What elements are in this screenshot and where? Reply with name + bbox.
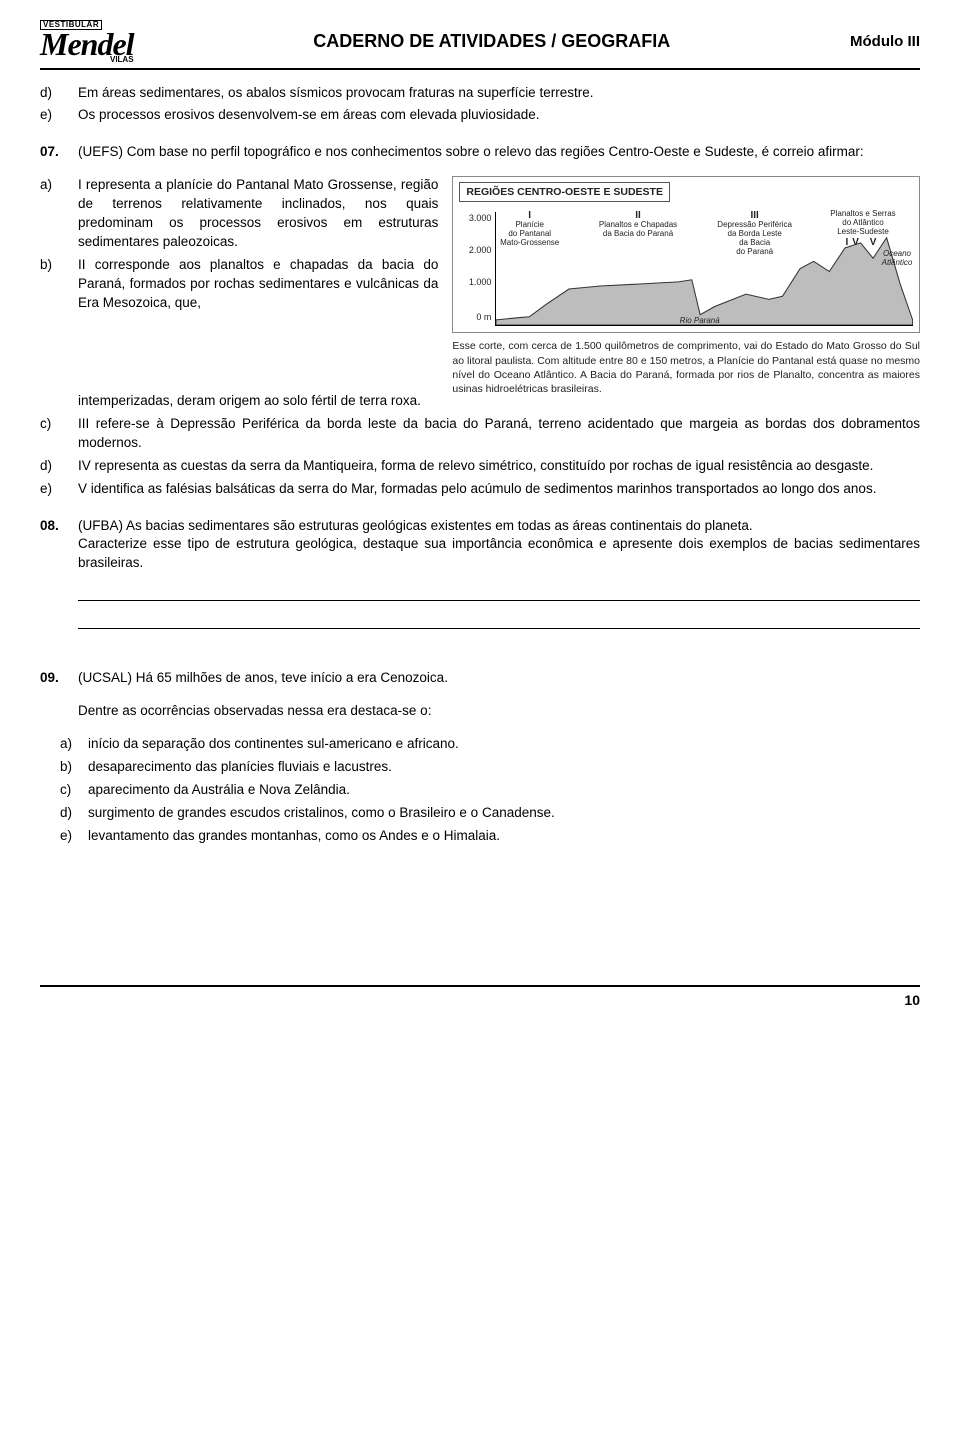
region-III-line2: da Borda Leste — [728, 229, 782, 238]
item-d-text: Em áreas sedimentares, os abalos sísmico… — [78, 84, 920, 103]
header-module: Módulo III — [850, 31, 920, 52]
river-label: Rio Paraná — [680, 316, 720, 327]
q07-c-text: III refere-se à Depressão Periférica da … — [78, 415, 920, 453]
item-e-label: e) — [40, 106, 78, 125]
logo: VESTIBULAR Mendel VILAS — [40, 20, 134, 64]
page-header: VESTIBULAR Mendel VILAS CADERNO DE ATIVI… — [40, 20, 920, 70]
q09-c-label: c) — [40, 781, 88, 800]
q07-a-text: I representa a planície do Pantanal Mato… — [78, 176, 438, 252]
q07-b-cont-spacer — [40, 392, 78, 411]
q09-intro: 09. (UCSAL) Há 65 milhões de anos, teve … — [40, 669, 920, 688]
q07-options-left: a) I representa a planície do Pantanal M… — [40, 176, 438, 316]
region-I-line2: do Pantanal — [508, 229, 551, 238]
q09-intro-text: (UCSAL) Há 65 milhões de anos, teve iníc… — [78, 669, 920, 688]
q08-intro: 08. (UFBA) As bacias sedimentares são es… — [40, 517, 920, 574]
q07-option-b: b) II corresponde aos planaltos e chapad… — [40, 256, 438, 313]
q09-c-text: aparecimento da Austrália e Nova Zelândi… — [88, 781, 920, 800]
region-I-label: I Planície do Pantanal Mato-Grossense — [488, 210, 571, 247]
q07-option-a: a) I representa a planície do Pantanal M… — [40, 176, 438, 252]
answer-line-1[interactable] — [78, 581, 920, 601]
ytick-0: 0 m — [476, 311, 491, 323]
q09-a-text: início da separação dos continentes sul-… — [88, 735, 920, 754]
region-IV-V-line1: Planaltos e Serras — [830, 209, 895, 218]
region-IV-V-romans: IV V — [846, 237, 881, 248]
q08-text2: Caracterize esse tipo de estrutura geoló… — [78, 536, 920, 570]
header-title: CADERNO DE ATIVIDADES / GEOGRAFIA — [134, 29, 850, 54]
ytick-1000: 1.000 — [469, 276, 492, 288]
q07-b-text-part1: II corresponde aos planaltos e chapadas … — [78, 256, 438, 313]
q07-option-c: c) III refere-se à Depressão Periférica … — [40, 415, 920, 453]
item-d-label: d) — [40, 84, 78, 103]
q09-b-label: b) — [40, 758, 88, 777]
q08-answer-area — [40, 581, 920, 629]
region-II-label: II Planaltos e Chapadas da Bacia do Para… — [580, 210, 697, 239]
q08-number: 08. — [40, 517, 78, 574]
region-III-line1: Depressão Periférica — [717, 220, 792, 229]
q07-e-label: e) — [40, 480, 78, 499]
region-III-label: III Depressão Periférica da Borda Leste … — [701, 210, 809, 256]
q08-text1: (UFBA) As bacias sedimentares são estrut… — [78, 518, 753, 533]
q09-sub: Dentre as ocorrências observadas nessa e… — [40, 702, 920, 721]
q09-e-text: levantamento das grandes montanhas, como… — [88, 827, 920, 846]
logo-sub-text: VILAS — [110, 56, 134, 64]
region-IV-V-label: Planaltos e Serras do Atlântico Leste-Su… — [813, 210, 913, 247]
q07-option-b-cont: intemperizadas, deram origem ao solo fér… — [40, 392, 920, 411]
q07-e-text: V identifica as falésias balsáticas da s… — [78, 480, 920, 499]
q07-d-label: d) — [40, 457, 78, 476]
item-d: d) Em áreas sedimentares, os abalos sísm… — [40, 84, 920, 103]
ocean-line2: Atlântico — [882, 258, 913, 267]
item-e-text: Os processos erosivos desenvolvem-se em … — [78, 106, 920, 125]
question-07: 07. (UEFS) Com base no perfil topográfic… — [40, 143, 920, 498]
region-II-line2: da Bacia do Paraná — [603, 229, 673, 238]
logo-main-text: Mendel — [40, 32, 134, 58]
q07-option-d: d) IV representa as cuestas da serra da … — [40, 457, 920, 476]
q09-a-label: a) — [40, 735, 88, 754]
q09-d-text: surgimento de grandes escudos cristalino… — [88, 804, 920, 823]
q07-b-label: b) — [40, 256, 78, 313]
region-I-line1: Planície — [515, 220, 543, 229]
plot-area: I Planície do Pantanal Mato-Grossense II… — [495, 212, 913, 326]
q07-b-text-part2: intemperizadas, deram origem ao solo fér… — [78, 392, 920, 411]
item-e: e) Os processos erosivos desenvolvem-se … — [40, 106, 920, 125]
q09-option-a: a) início da separação dos continentes s… — [40, 735, 920, 754]
q09-option-d: d) surgimento de grandes escudos cristal… — [40, 804, 920, 823]
q09-b-text: desaparecimento das planícies fluviais e… — [88, 758, 920, 777]
q07-c-label: c) — [40, 415, 78, 453]
q07-content-row: a) I representa a planície do Pantanal M… — [40, 176, 920, 396]
question-09: 09. (UCSAL) Há 65 milhões de anos, teve … — [40, 669, 920, 845]
profile-chart: 3.000 2.000 1.000 0 m I Planície — [459, 206, 913, 326]
q09-number: 09. — [40, 669, 78, 688]
q09-e-label: e) — [40, 827, 88, 846]
q07-intro-text: (UEFS) Com base no perfil topográfico e … — [78, 143, 920, 162]
q07-a-label: a) — [40, 176, 78, 252]
q09-option-c: c) aparecimento da Austrália e Nova Zelâ… — [40, 781, 920, 800]
q09-option-b: b) desaparecimento das planícies fluviai… — [40, 758, 920, 777]
q09-option-e: e) levantamento das grandes montanhas, c… — [40, 827, 920, 846]
region-III-line3: da Bacia — [739, 238, 770, 247]
region-I-line3: Mato-Grossense — [500, 238, 559, 247]
q07-option-e: e) V identifica as falésias balsáticas d… — [40, 480, 920, 499]
question-08: 08. (UFBA) As bacias sedimentares são es… — [40, 517, 920, 630]
q07-d-text: IV representa as cuestas da serra da Man… — [78, 457, 920, 476]
q07-figure-column: REGIÕES CENTRO-OESTE E SUDESTE 3.000 2.0… — [452, 176, 920, 396]
region-IV-V-line2: do Atlântico — [842, 218, 883, 227]
q07-number: 07. — [40, 143, 78, 162]
figure-title: REGIÕES CENTRO-OESTE E SUDESTE — [459, 182, 670, 202]
region-III-line4: do Paraná — [736, 247, 773, 256]
answer-line-2[interactable] — [78, 609, 920, 629]
ocean-label: Oceano Atlântico — [879, 250, 915, 267]
relief-profile-figure: REGIÕES CENTRO-OESTE E SUDESTE 3.000 2.0… — [452, 176, 920, 333]
figure-caption: Esse corte, com cerca de 1.500 quilômetr… — [452, 339, 920, 396]
q09-d-label: d) — [40, 804, 88, 823]
page-number: 10 — [40, 985, 920, 1011]
region-II-line1: Planaltos e Chapadas — [599, 220, 677, 229]
q07-intro: 07. (UEFS) Com base no perfil topográfic… — [40, 143, 920, 162]
region-IV-V-line3: Leste-Sudeste — [837, 227, 889, 236]
